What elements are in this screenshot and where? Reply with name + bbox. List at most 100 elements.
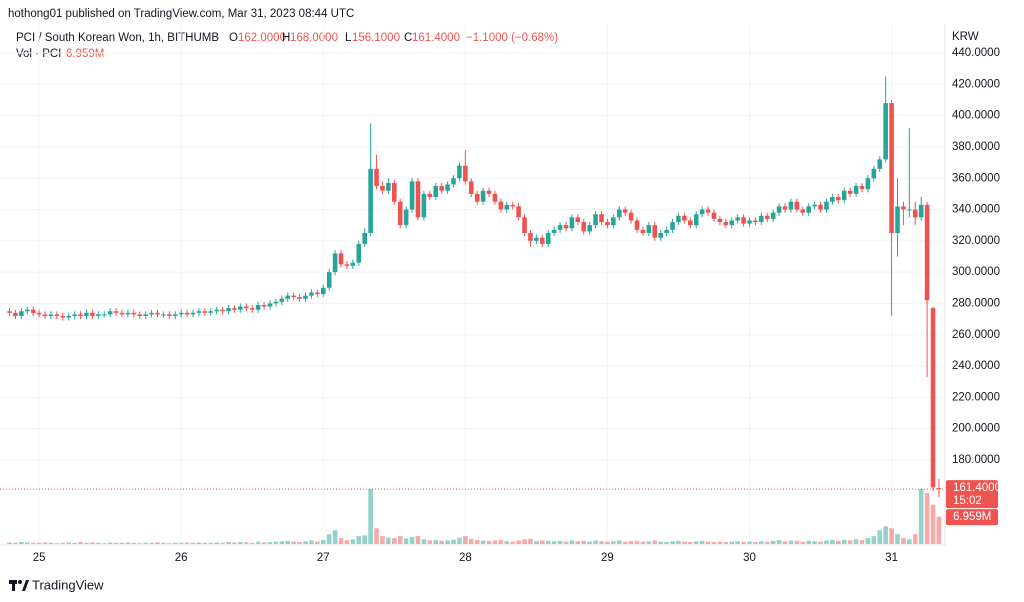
candle-body xyxy=(172,314,178,316)
candle-body xyxy=(759,215,764,223)
candle-body xyxy=(320,287,326,295)
volume-bar xyxy=(788,540,794,544)
volume-bar xyxy=(599,541,604,544)
candle-body xyxy=(569,217,575,229)
volume-bar xyxy=(42,542,48,544)
currency: KRW xyxy=(952,31,979,43)
candle-body xyxy=(575,217,581,223)
candle-body xyxy=(421,193,427,218)
y-tick-label: 280.0000 xyxy=(952,297,1000,309)
volume-bar xyxy=(569,540,575,544)
volume-bar xyxy=(374,528,379,544)
volume-bar xyxy=(747,541,752,544)
volume-bar xyxy=(178,542,184,544)
candle-body xyxy=(824,201,829,210)
candle-body xyxy=(131,312,137,315)
volume-bar xyxy=(498,540,504,544)
candle-body xyxy=(261,304,267,307)
volume-bar xyxy=(930,504,936,544)
candle-body xyxy=(818,204,823,210)
volume-bar xyxy=(611,541,616,544)
volume-bar xyxy=(670,541,675,544)
volume-bar xyxy=(640,541,646,544)
x-tick-label: 27 xyxy=(317,552,330,564)
candle-body xyxy=(735,217,740,221)
volume-bar xyxy=(516,540,521,544)
volume-bar xyxy=(824,540,829,544)
candle-body xyxy=(599,214,604,223)
candle-body xyxy=(468,181,474,194)
x-tick-label: 25 xyxy=(33,552,46,564)
volume-bar xyxy=(315,541,320,544)
volume-bar xyxy=(415,536,421,544)
candle-body xyxy=(640,229,646,234)
volume-bar xyxy=(800,541,806,544)
candle-body xyxy=(392,182,397,202)
candle-body xyxy=(409,181,415,210)
candle-body xyxy=(48,314,54,316)
volume-bar xyxy=(403,538,409,544)
volume-bar xyxy=(427,540,433,544)
volume-bar xyxy=(729,541,735,544)
volume-bar xyxy=(468,538,474,544)
volume-bar xyxy=(451,539,456,544)
volume-bar xyxy=(830,540,835,544)
volume-bar xyxy=(439,540,444,544)
candle-body xyxy=(107,311,113,315)
volume-bar xyxy=(628,541,634,544)
volume-bar xyxy=(522,539,527,544)
volume-bar xyxy=(60,542,66,544)
volume-bar xyxy=(196,542,202,544)
volume-bar xyxy=(155,542,160,544)
candle-body xyxy=(54,314,60,316)
candle-body xyxy=(498,201,504,210)
candle-body xyxy=(368,168,373,234)
candle-body xyxy=(830,197,835,202)
candle-body xyxy=(664,229,669,234)
volume-bar xyxy=(113,542,119,544)
y-tick-label: 440.0000 xyxy=(952,47,1000,59)
volume-bar xyxy=(504,541,510,544)
volume-bar xyxy=(362,535,367,544)
candle-body xyxy=(480,190,486,202)
candle-body xyxy=(386,182,391,191)
volume-bar xyxy=(812,541,817,544)
volume-bar xyxy=(285,540,291,544)
candle-body xyxy=(208,311,214,313)
volume-bar xyxy=(551,541,557,544)
candle-body xyxy=(149,312,154,315)
candle-body xyxy=(486,190,492,194)
candle-body xyxy=(267,303,273,307)
volume-bar xyxy=(776,540,782,544)
volume-bar xyxy=(711,542,717,544)
candle-body xyxy=(616,209,622,218)
volume-bar xyxy=(581,540,587,544)
volume-bar xyxy=(220,542,225,544)
volume-bar xyxy=(273,541,279,544)
y-tick-label: 300.0000 xyxy=(952,266,1000,278)
candle-body xyxy=(397,201,403,226)
volume-bar xyxy=(421,539,427,544)
volume-bar xyxy=(279,541,285,544)
candle-body xyxy=(96,314,101,316)
volume-bar xyxy=(380,536,385,544)
volume-bar xyxy=(78,542,83,544)
volume-bar xyxy=(622,541,628,544)
volume-bar xyxy=(7,542,12,544)
volume-bar xyxy=(125,542,131,544)
candle-body xyxy=(522,217,527,234)
candle-body xyxy=(788,201,794,210)
volume-bar xyxy=(847,540,853,544)
volume-bar xyxy=(676,540,681,544)
candle-body xyxy=(717,218,723,223)
volume-bar xyxy=(149,542,154,544)
ohlc-name: O xyxy=(229,32,238,44)
candle-body xyxy=(711,212,717,219)
x-tick-label: 29 xyxy=(601,552,614,564)
volume-bar xyxy=(528,538,533,544)
candle-body xyxy=(812,204,817,207)
volume-bar xyxy=(688,542,693,544)
volume-bar xyxy=(889,528,894,544)
candle-body xyxy=(918,204,924,218)
candle-body xyxy=(214,309,219,312)
